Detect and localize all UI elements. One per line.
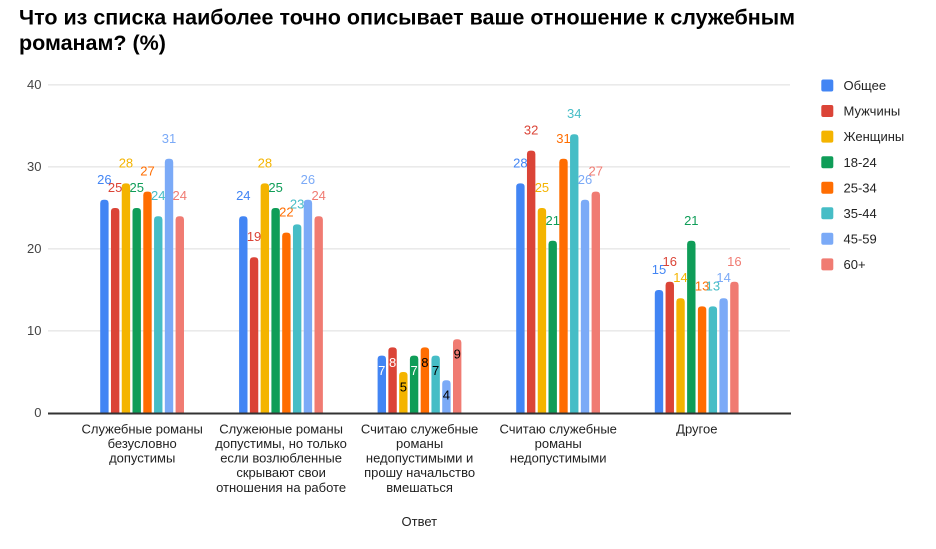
- svg-text:27: 27: [589, 164, 603, 179]
- svg-text:недопустимыми: недопустимыми: [510, 451, 607, 466]
- svg-text:32: 32: [524, 123, 538, 138]
- svg-text:28: 28: [258, 155, 272, 170]
- svg-text:вмешаться: вмешаться: [386, 480, 453, 495]
- svg-text:21: 21: [684, 213, 698, 228]
- svg-text:8: 8: [421, 355, 428, 370]
- svg-text:18-24: 18-24: [844, 155, 877, 170]
- svg-text:14: 14: [716, 270, 730, 285]
- svg-text:Ответ: Ответ: [402, 514, 438, 529]
- svg-text:4: 4: [443, 388, 450, 403]
- svg-text:0: 0: [34, 405, 41, 420]
- svg-text:34: 34: [567, 106, 581, 121]
- svg-text:9: 9: [454, 347, 461, 362]
- svg-text:скрывают свои: скрывают свои: [236, 465, 326, 480]
- svg-text:20: 20: [27, 241, 41, 256]
- svg-text:26: 26: [578, 172, 592, 187]
- svg-text:26: 26: [97, 172, 111, 187]
- svg-text:24: 24: [151, 188, 165, 203]
- svg-text:25: 25: [129, 180, 143, 195]
- svg-text:прошу начальство: прошу начальство: [364, 465, 475, 480]
- svg-text:7: 7: [432, 363, 439, 378]
- svg-text:25-34: 25-34: [844, 180, 877, 195]
- svg-text:24: 24: [311, 188, 325, 203]
- svg-text:26: 26: [301, 172, 315, 187]
- svg-text:27: 27: [140, 164, 154, 179]
- svg-text:Что из списка наиболее точно о: Что из списка наиболее точно описывает в…: [19, 6, 795, 30]
- svg-text:Мужчины: Мужчины: [844, 104, 901, 119]
- svg-text:Другое: Другое: [676, 421, 717, 436]
- svg-text:28: 28: [119, 155, 133, 170]
- svg-text:допустимы: допустимы: [109, 451, 175, 466]
- svg-text:16: 16: [727, 254, 741, 269]
- svg-text:Считаю служебные: Считаю служебные: [361, 421, 478, 436]
- svg-text:31: 31: [162, 131, 176, 146]
- svg-text:8: 8: [389, 355, 396, 370]
- svg-text:недопустимыми и: недопустимыми и: [366, 451, 473, 466]
- svg-text:13: 13: [695, 278, 709, 293]
- svg-text:13: 13: [706, 278, 720, 293]
- svg-text:23: 23: [290, 196, 304, 211]
- svg-text:22: 22: [279, 205, 293, 220]
- svg-text:16: 16: [663, 254, 677, 269]
- svg-text:Считаю служебные: Считаю служебные: [500, 421, 617, 436]
- svg-text:14: 14: [673, 270, 687, 285]
- svg-text:отношения на работе: отношения на работе: [216, 480, 346, 495]
- svg-text:романы: романы: [396, 436, 443, 451]
- svg-text:Служеюные романы: Служеюные романы: [219, 421, 343, 436]
- svg-text:28: 28: [513, 155, 527, 170]
- svg-text:25: 25: [535, 180, 549, 195]
- svg-text:7: 7: [378, 363, 385, 378]
- svg-text:19: 19: [247, 229, 261, 244]
- svg-text:45-59: 45-59: [844, 231, 877, 246]
- svg-text:10: 10: [27, 323, 41, 338]
- svg-text:35-44: 35-44: [844, 206, 877, 221]
- svg-text:25: 25: [268, 180, 282, 195]
- svg-text:31: 31: [556, 131, 570, 146]
- svg-text:24: 24: [173, 188, 187, 203]
- svg-text:романы: романы: [535, 436, 582, 451]
- svg-text:7: 7: [410, 363, 417, 378]
- svg-text:безусловно: безусловно: [108, 436, 177, 451]
- svg-text:25: 25: [108, 180, 122, 195]
- svg-text:Женщины: Женщины: [844, 129, 905, 144]
- svg-text:если возлюбленные: если возлюбленные: [220, 451, 342, 466]
- svg-text:Общее: Общее: [844, 78, 887, 93]
- svg-text:21: 21: [545, 213, 559, 228]
- svg-text:60+: 60+: [844, 257, 866, 272]
- svg-text:30: 30: [27, 159, 41, 174]
- svg-text:5: 5: [400, 380, 407, 395]
- svg-text:40: 40: [27, 77, 41, 92]
- svg-text:допустимы, но только: допустимы, но только: [215, 436, 347, 451]
- svg-text:15: 15: [652, 262, 666, 277]
- svg-text:романам? (%): романам? (%): [19, 31, 166, 55]
- svg-text:Служебные романы: Служебные романы: [82, 421, 203, 436]
- svg-text:24: 24: [236, 188, 250, 203]
